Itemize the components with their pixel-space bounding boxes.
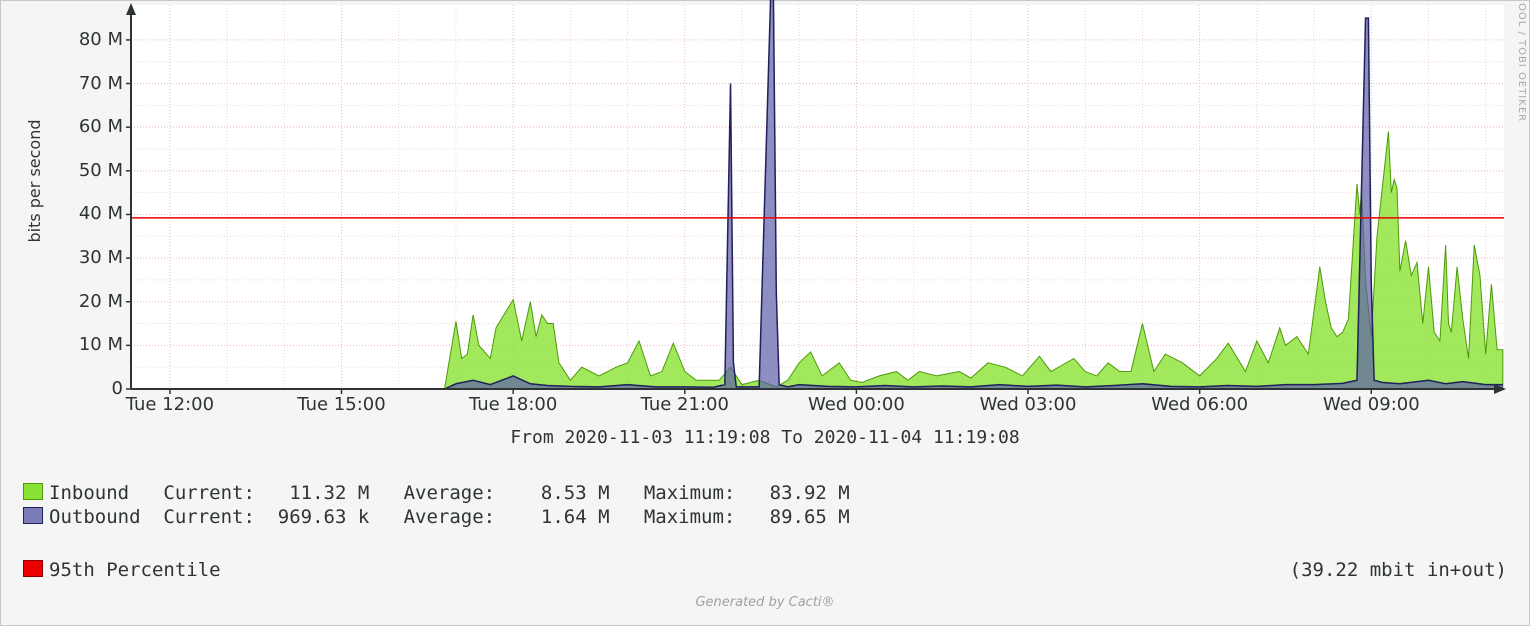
legend-swatch: [23, 507, 43, 524]
x-tick-label: Wed 00:00: [808, 396, 905, 414]
legend-row: Inbound Current: 11.32 M Average: 8.53 M…: [23, 481, 850, 505]
x-tick-label: Tue 15:00: [297, 396, 385, 414]
rrdtool-watermark: OOL / TOBI OETIKER: [1512, 3, 1527, 122]
legend-text: Outbound Current: 969.63 k Average: 1.64…: [49, 506, 850, 528]
x-tick-label: Wed 09:00: [1323, 396, 1420, 414]
x-tick-label: Wed 03:00: [980, 396, 1077, 414]
x-tick-label: Tue 12:00: [126, 396, 214, 414]
y-tick-label: 20 M: [5, 293, 123, 311]
percentile-swatch: [23, 560, 43, 577]
y-tick-label: 70 M: [5, 75, 123, 93]
percentile-label: 95th Percentile: [49, 559, 221, 581]
chart-frame: OOL / TOBI OETIKER bits per second 010 M…: [0, 0, 1530, 626]
percentile-row: 95th Percentile (39.22 mbit in+out): [23, 559, 1507, 581]
time-range-label: From 2020-11-03 11:19:08 To 2020-11-04 1…: [1, 427, 1529, 448]
y-tick-label: 50 M: [5, 162, 123, 180]
percentile-left: 95th Percentile: [23, 559, 221, 581]
y-tick-label: 10 M: [5, 336, 123, 354]
x-tick-label: Tue 21:00: [641, 396, 729, 414]
x-axis-ticks: Tue 12:00 Tue 15:00 Tue 18:00 Tue 21:00 Wed …: [1, 396, 1530, 420]
x-tick-label: Tue 18:00: [469, 396, 557, 414]
y-tick-label: 60 M: [5, 118, 123, 136]
y-tick-label: 30 M: [5, 249, 123, 267]
generated-by-label: Generated by Cacti®: [1, 595, 1529, 610]
y-tick-label: 40 M: [5, 205, 123, 223]
legend: Inbound Current: 11.32 M Average: 8.53 M…: [23, 481, 850, 529]
chart-plot-area: [131, 5, 1504, 389]
y-tick-label: 80 M: [5, 31, 123, 49]
legend-row: Outbound Current: 969.63 k Average: 1.64…: [23, 505, 850, 529]
percentile-value: (39.22 mbit in+out): [1290, 559, 1507, 581]
legend-text: Inbound Current: 11.32 M Average: 8.53 M…: [49, 482, 850, 504]
y-axis-ticks: 010 M20 M30 M40 M50 M60 M70 M80 M: [1, 1, 123, 401]
legend-swatch: [23, 483, 43, 500]
x-tick-label: Wed 06:00: [1151, 396, 1248, 414]
